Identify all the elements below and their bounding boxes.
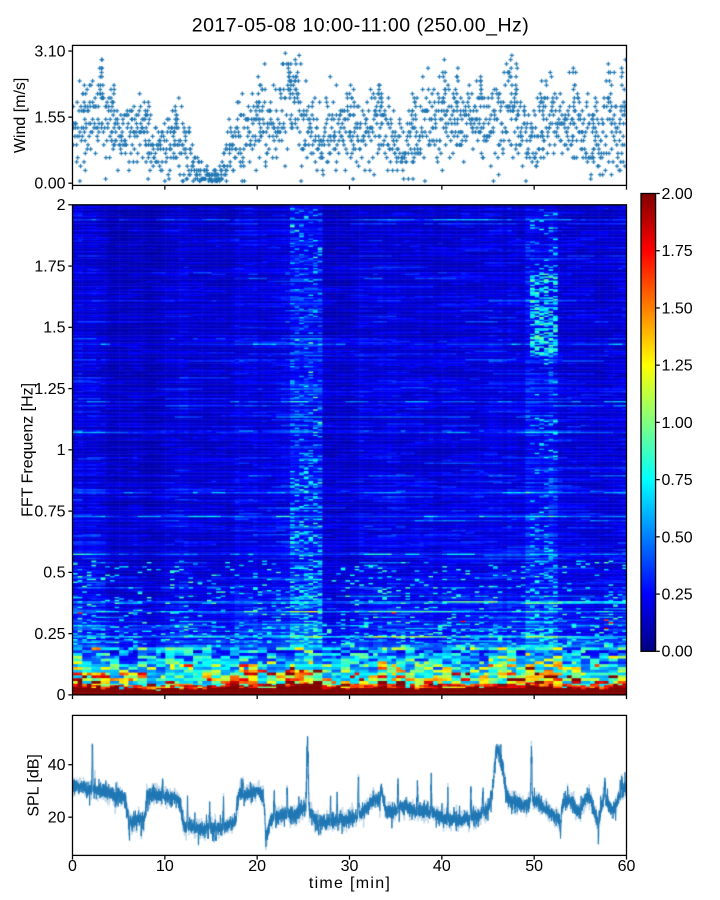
svg-text:3.10: 3.10: [34, 43, 65, 60]
svg-text:0.00: 0.00: [662, 644, 693, 661]
svg-text:0.5: 0.5: [43, 565, 65, 582]
svg-text:20: 20: [248, 858, 266, 875]
svg-text:1.75: 1.75: [662, 243, 693, 260]
svg-text:0.50: 0.50: [662, 529, 693, 546]
svg-text:1.5: 1.5: [43, 320, 65, 337]
svg-text:Wind [m/s]: Wind [m/s]: [12, 78, 29, 154]
svg-text:1.25: 1.25: [34, 381, 65, 398]
svg-text:1.00: 1.00: [662, 415, 693, 432]
svg-text:FFT Frequenz [Hz]: FFT Frequenz [Hz]: [20, 383, 37, 517]
svg-text:0.75: 0.75: [34, 503, 65, 520]
svg-text:20: 20: [48, 809, 66, 826]
svg-text:40: 40: [48, 757, 66, 774]
svg-text:30: 30: [341, 858, 359, 875]
svg-text:60: 60: [618, 858, 636, 875]
svg-text:2017-05-08 10:00-11:00 (250.00: 2017-05-08 10:00-11:00 (250.00_Hz): [192, 15, 530, 37]
svg-text:SPL [dB]: SPL [dB]: [26, 754, 43, 817]
svg-text:2: 2: [57, 197, 66, 214]
svg-text:50: 50: [525, 858, 543, 875]
svg-text:0.25: 0.25: [34, 626, 65, 643]
svg-text:1.50: 1.50: [662, 300, 693, 317]
svg-text:2.00: 2.00: [662, 186, 693, 203]
svg-text:0: 0: [57, 687, 66, 704]
svg-text:0.00: 0.00: [34, 175, 65, 192]
svg-text:1.75: 1.75: [34, 258, 65, 275]
svg-text:1: 1: [57, 442, 66, 459]
svg-text:40: 40: [433, 858, 451, 875]
svg-text:1.25: 1.25: [662, 358, 693, 375]
svg-text:0.75: 0.75: [662, 472, 693, 489]
svg-text:0.25: 0.25: [662, 586, 693, 603]
svg-text:1.55: 1.55: [34, 109, 65, 126]
svg-text:10: 10: [156, 858, 174, 875]
svg-text:time [min]: time [min]: [309, 875, 391, 892]
svg-text:0: 0: [68, 858, 77, 875]
